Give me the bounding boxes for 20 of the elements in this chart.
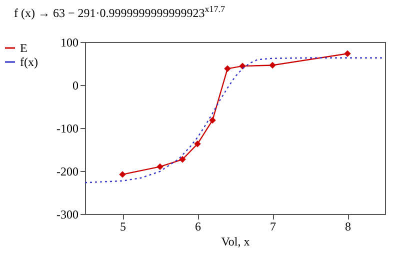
point [344,50,351,57]
x-axis-title: Vol, x [221,234,250,248]
y-tick-label: 0 [72,78,78,92]
point [119,171,126,178]
legend-label: f(x) [20,55,38,69]
point [269,62,276,69]
y-tick-label: -300 [56,208,78,222]
point [209,116,216,124]
y-tick-label: -200 [56,164,78,178]
point [179,156,186,163]
y-tick-label: -100 [56,122,78,136]
x-tick-label: 8 [345,220,351,234]
legend-label: E [20,41,28,55]
y-tick-label: 100 [60,36,78,50]
x-tick-label: 7 [270,220,276,234]
point [194,140,201,148]
x-tick-label: 5 [120,220,126,234]
point [156,163,164,170]
x-tick-label: 6 [195,220,201,234]
point [224,65,231,72]
